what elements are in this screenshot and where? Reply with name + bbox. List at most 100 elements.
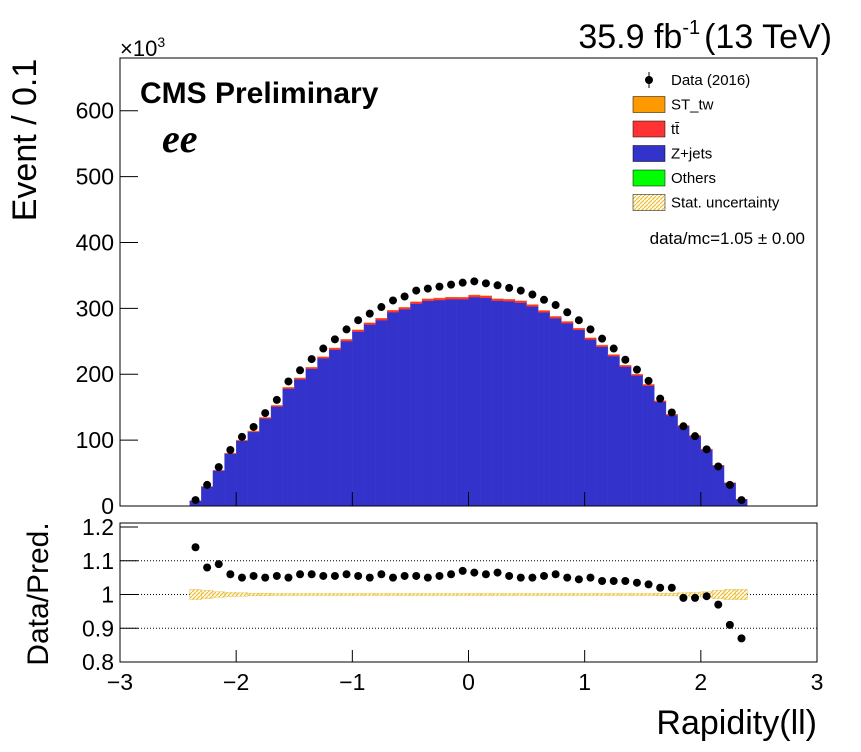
ratio-point <box>214 560 223 569</box>
x-tick-label: 2 <box>694 669 707 695</box>
histogram-bar <box>572 328 585 331</box>
histogram-bar <box>596 346 609 507</box>
histogram-bar <box>340 339 353 342</box>
data-point <box>563 308 572 317</box>
ratio-point <box>656 583 665 592</box>
data-point <box>621 355 630 364</box>
uncertainty-band <box>619 593 632 596</box>
ratio-point <box>632 578 641 587</box>
data-point <box>586 325 595 334</box>
histogram-bar <box>328 349 341 507</box>
histogram-bar <box>468 296 481 507</box>
data-point <box>191 496 200 505</box>
ratio-point <box>354 571 363 580</box>
histogram-bar <box>410 301 423 304</box>
histogram-bar <box>410 303 423 507</box>
histogram-bar <box>212 470 225 507</box>
histogram-bar <box>387 312 399 507</box>
uncertainty-band <box>572 593 585 596</box>
histogram-bar <box>328 347 341 350</box>
histogram-bar <box>526 306 539 507</box>
data-point <box>505 283 514 292</box>
uncertainty-band <box>584 593 597 596</box>
histogram-bar <box>572 329 585 507</box>
legend-label: Z+jets <box>671 146 712 163</box>
uncertainty-band <box>503 593 516 596</box>
histogram-bar <box>375 318 388 321</box>
ratio-point <box>272 571 281 580</box>
uncertainty-band <box>526 593 539 596</box>
data-point <box>423 284 432 293</box>
ratio-point <box>330 571 339 580</box>
histogram-bar <box>294 379 307 507</box>
histogram-bar <box>526 304 539 307</box>
ratio-point <box>226 570 235 579</box>
histogram-bar <box>352 331 365 507</box>
data-point <box>388 296 397 305</box>
histogram-bar <box>549 316 562 319</box>
histogram-bar <box>619 366 632 507</box>
ratio-point <box>714 600 723 609</box>
uncertainty-band <box>363 593 376 596</box>
y-tick-label: 200 <box>76 361 114 387</box>
y-tick-label: 1 <box>101 582 114 608</box>
uncertainty-band <box>561 593 574 596</box>
ratio-point <box>377 570 386 579</box>
histogram-bar <box>514 302 527 507</box>
uncertainty-band <box>189 589 202 600</box>
y-tick-label: 0.8 <box>82 649 114 675</box>
ratio-point <box>574 575 583 584</box>
legend-label: Others <box>671 170 716 187</box>
ratio-point <box>528 573 537 582</box>
histogram-bar <box>363 322 376 325</box>
data-point <box>516 286 525 295</box>
ratio-point <box>621 577 630 585</box>
uncertainty-band <box>456 593 469 596</box>
data-point <box>540 295 549 304</box>
histogram-bar <box>561 321 574 324</box>
uncertainty-band <box>630 593 643 596</box>
histogram-bar <box>561 323 574 507</box>
uncertainty-band <box>445 593 458 596</box>
legend-label: tt̄ <box>671 121 680 138</box>
data-point <box>214 463 223 472</box>
histogram-bar <box>549 318 562 507</box>
uncertainty-band <box>294 593 307 596</box>
histogram-bar <box>689 436 701 507</box>
histogram-bar <box>538 312 550 507</box>
uncertainty-band <box>712 590 725 599</box>
uncertainty-band <box>642 593 655 596</box>
data-point <box>412 286 421 295</box>
histogram-bar <box>375 319 388 507</box>
data-point <box>574 316 583 325</box>
ratio-point <box>598 577 607 585</box>
legend-swatch <box>632 145 666 162</box>
uncertainty-band <box>654 592 667 597</box>
data-point <box>737 496 746 505</box>
data-point <box>249 422 258 431</box>
uncertainty-band <box>386 593 399 596</box>
histogram-bar <box>642 385 655 507</box>
histogram-bar <box>456 299 469 507</box>
ratio-point <box>400 571 409 580</box>
uncertainty-band <box>328 593 341 596</box>
data-point <box>400 292 409 301</box>
uncertainty-band <box>317 593 330 596</box>
histogram-bar <box>317 358 330 507</box>
y-tick-label: 1.2 <box>82 514 114 540</box>
data-point <box>528 290 537 299</box>
y-multiplier: ×103 <box>120 34 165 61</box>
histogram-bar <box>677 426 690 507</box>
uncertainty-band <box>468 593 481 596</box>
y-tick-label: 100 <box>76 427 114 453</box>
data-point <box>261 409 270 418</box>
histogram-bar <box>491 300 504 507</box>
x-tick-label: −3 <box>107 669 133 695</box>
uncertainty-band <box>305 593 318 596</box>
histogram-bar <box>514 300 527 303</box>
uncertainty-band <box>538 593 551 596</box>
ratio-point <box>435 571 444 580</box>
histogram-bar <box>479 295 492 299</box>
channel-label: ee <box>162 116 198 161</box>
uncertainty-band <box>735 589 748 600</box>
